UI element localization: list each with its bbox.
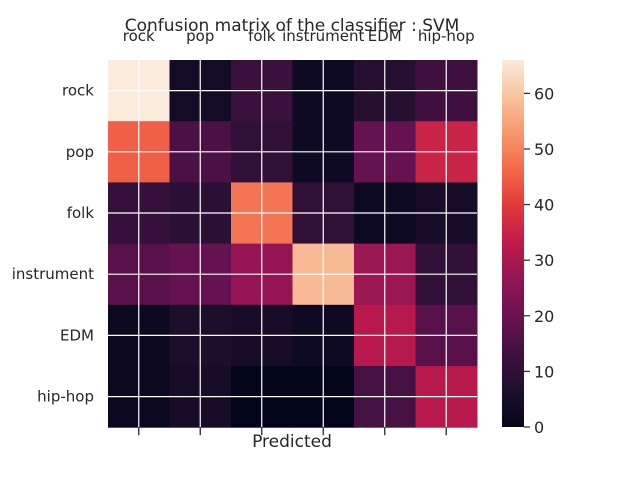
heatmap-gridlines <box>108 60 477 428</box>
colorbar <box>502 60 524 427</box>
colorbar-tick-label: 10 <box>534 362 554 381</box>
y-tick-label: instrument <box>12 265 94 283</box>
y-tick-label: EDM <box>60 326 94 344</box>
x-tick-labels: rock pop folk instrument EDM hip-hop <box>123 27 475 436</box>
chart-title: Confusion matrix of the classifier : SVM <box>125 16 460 36</box>
colorbar-tick-label: 50 <box>534 140 554 159</box>
x-tick-label: hip-hop <box>418 27 475 45</box>
colorbar-tick-label: 40 <box>534 196 554 215</box>
y-tick-labels: rock pop folk instrument EDM hip-hop <box>12 82 95 406</box>
x-tick-label: rock <box>123 27 155 45</box>
x-tick-label: folk <box>248 27 276 45</box>
colorbar-tick-label: 60 <box>534 84 554 103</box>
colorbar-ticks: 0 10 20 30 40 50 60 <box>524 84 554 437</box>
heatmap-cells <box>108 60 478 428</box>
y-tick-label: hip-hop <box>37 388 94 406</box>
y-tick-label: rock <box>62 82 94 100</box>
x-tick-label: pop <box>186 27 214 45</box>
y-tick-label: pop <box>66 143 94 161</box>
x-axis-label: Predicted <box>252 432 332 452</box>
colorbar-tick-label: 0 <box>534 418 544 437</box>
x-tick-label: EDM <box>368 27 402 45</box>
colorbar-tick-label: 20 <box>534 307 554 326</box>
colorbar-tick-label: 30 <box>534 251 554 270</box>
y-tick-label: folk <box>67 204 95 222</box>
x-tick-label: instrument <box>282 27 364 45</box>
